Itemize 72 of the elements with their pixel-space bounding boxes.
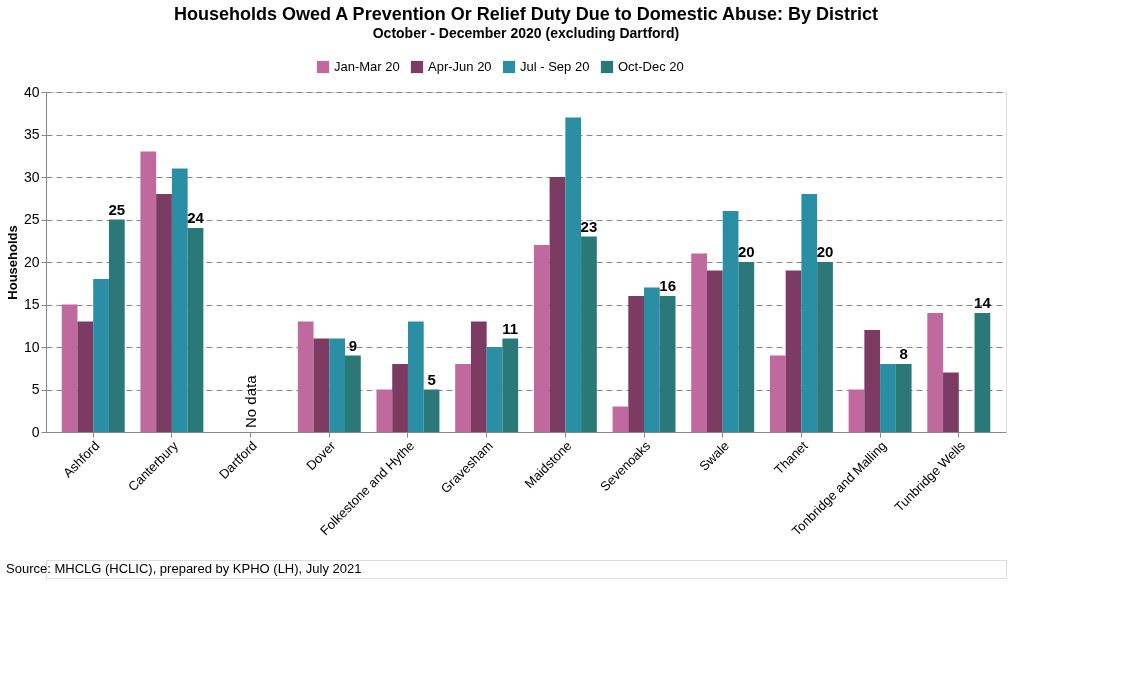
bar [329,338,346,432]
data-label: 9 [348,336,358,354]
bar [392,364,408,432]
annotation: No data [241,374,259,428]
bar [628,296,645,432]
data-label: 5 [427,370,436,388]
y-tick-label: 10 [23,338,40,355]
bar [817,262,833,432]
bar [848,389,865,432]
bar [455,364,471,432]
bar [612,406,629,432]
bar [691,253,707,432]
bar [533,245,550,432]
legend-label: Jul - Sep 20 [520,59,590,74]
data-label: 11 [502,319,519,337]
bar [974,313,991,432]
bar [470,321,487,432]
data-label: 8 [899,345,908,362]
bar [565,117,582,432]
bar [659,296,676,432]
bar [423,389,440,432]
bar [769,355,786,432]
y-tick-label: 20 [23,253,40,270]
bar [77,321,94,432]
bar [785,270,802,432]
data-label: 23 [580,217,598,235]
data-label: 24 [187,209,205,226]
bar [407,321,424,432]
bar [187,228,204,432]
bar [895,364,912,432]
bar [927,313,944,432]
y-tick-label: 35 [23,126,40,142]
bar [376,389,393,432]
y-tick-label: 25 [23,211,40,227]
bar [93,279,109,432]
legend-label: Jan-Mar 20 [334,59,400,74]
y-tick-label: 0 [31,423,40,440]
bar [486,347,503,432]
data-label: 16 [659,277,676,294]
bar [880,364,896,432]
bar [171,168,188,432]
legend-label: Oct-Dec 20 [618,59,684,74]
bar [581,236,597,432]
bar [156,194,172,432]
y-tick-label: 40 [23,83,40,100]
bar [706,270,723,432]
y-tick-label: 30 [23,168,40,185]
bar [108,219,125,432]
bar [61,304,78,432]
chart-subtitle: October - December 2020 (excluding Dartford) [372,25,680,41]
chart-title: Households Owed A Prevention Or Relief Duty Due to Domestic Abuse: By District [173,4,879,24]
bar [140,151,157,432]
bar [502,338,519,432]
data-label: 14 [974,294,992,311]
y-tick-label: 5 [31,381,40,397]
legend-label: Apr-Jun 20 [428,59,492,74]
bar [345,355,361,432]
bar [738,262,755,432]
bar [943,372,959,432]
bar [801,194,818,432]
data-label: 20 [816,243,834,260]
y-axis-title: Households [4,225,20,300]
source-note: Source: MHCLG (HCLIC), prepared by KPHO (LH), July 2021 [6,561,362,576]
bar [313,338,330,432]
bar [297,321,314,432]
data-label: 20 [737,243,755,260]
y-tick-label: 15 [23,296,40,312]
bar [864,330,881,432]
bar [722,211,739,432]
bar [644,287,660,432]
data-label: 25 [108,200,126,218]
bar [549,177,566,432]
